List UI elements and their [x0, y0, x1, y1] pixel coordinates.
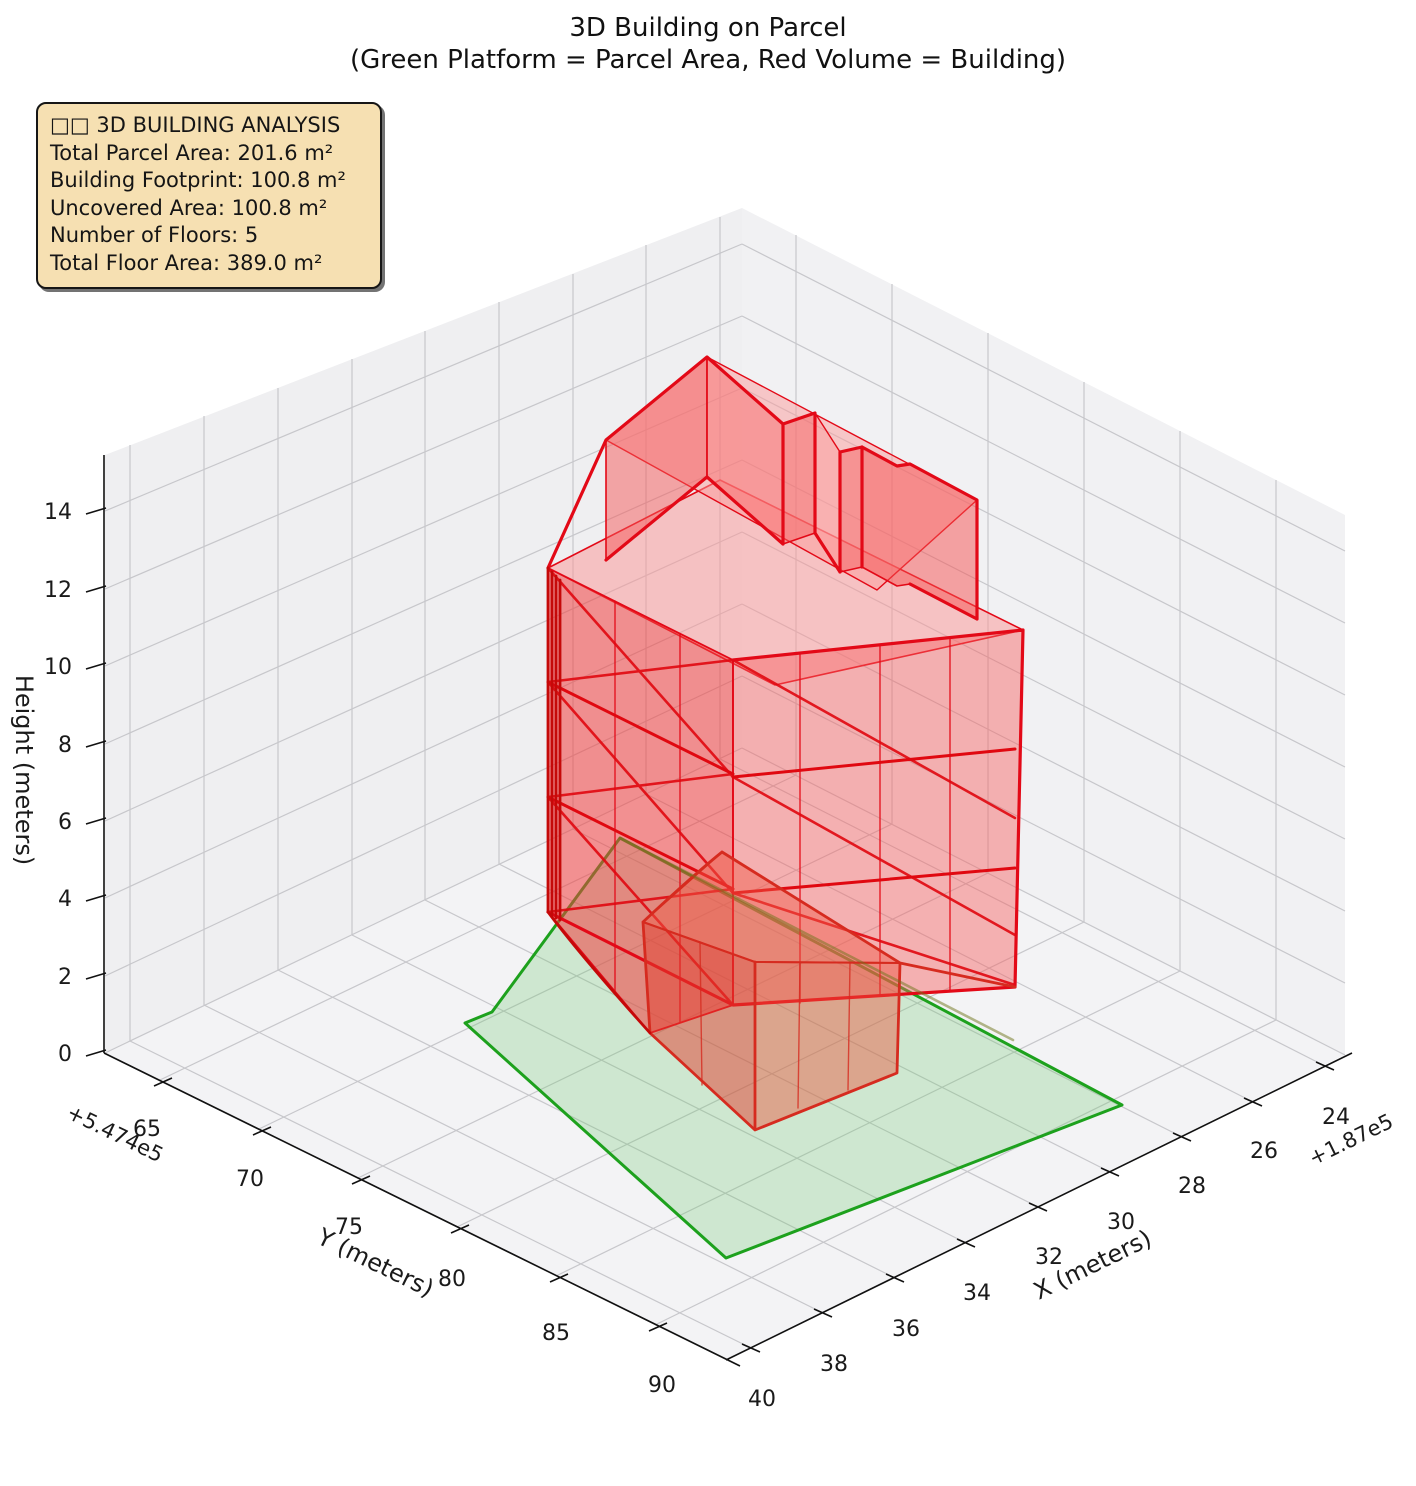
- x-tick-marks: [741, 1061, 1335, 1353]
- x-tick-40: 40: [748, 1387, 776, 1412]
- building-left-edge-cluster: [546, 566, 652, 1035]
- info-building-footprint: Building Footprint: 100.8 m²: [50, 168, 346, 192]
- title-line-1: 3D Building on Parcel: [569, 13, 847, 43]
- x-tick-26: 26: [1250, 1139, 1278, 1164]
- info-number-of-floors: Number of Floors: 5: [50, 223, 259, 247]
- info-box-heading: □□ 3D BUILDING ANALYSIS: [50, 113, 341, 137]
- tick-marks: [85, 507, 1335, 1353]
- z-axis-label: Height (meters): [10, 675, 38, 865]
- z-tick-labels: 0 2 4 6 8 10 12 14: [44, 500, 72, 1067]
- pane-right: [742, 208, 1345, 1055]
- z-tick-8: 8: [58, 733, 72, 758]
- y-tick-70: 70: [236, 1167, 264, 1192]
- grid-right-pane-horizontal: [741, 243, 1346, 1056]
- building-tier-tab: [782, 412, 816, 545]
- title-line-2: (Green Platform = Parcel Area, Red Volum…: [349, 45, 1067, 75]
- y-tick-65: 65: [133, 1117, 161, 1142]
- y-axis-spine: [103, 1052, 741, 1367]
- x-tick-38: 38: [820, 1352, 848, 1377]
- pane-left: [105, 208, 742, 1053]
- z-tick-marks: [85, 507, 107, 1057]
- y-tick-marks: [153, 1077, 668, 1332]
- building-tier-tower: [839, 446, 863, 573]
- x-tick-28: 28: [1178, 1174, 1206, 1199]
- z-tick-14: 14: [44, 500, 72, 525]
- info-total-floor-area: Total Floor Area: 389.0 m²: [50, 250, 323, 275]
- y-tick-80: 80: [438, 1267, 466, 1292]
- building-window-lines: [614, 600, 951, 1023]
- analysis-info-box: □□ 3D BUILDING ANALYSIS Total Parcel Are…: [36, 102, 382, 289]
- x-tick-36: 36: [892, 1317, 920, 1342]
- y-tick-labels: 65 70 75 80 85 90: [133, 1117, 676, 1398]
- building-floor-lines: [546, 680, 1017, 895]
- x-tick-30: 30: [1107, 1210, 1135, 1235]
- grid-left-pane-horizontal: [104, 243, 743, 1054]
- x-axis-spine: [725, 1052, 1353, 1361]
- building-annex-bold-edges: [641, 850, 1017, 1132]
- y-axis-label: Y (meters): [312, 1222, 438, 1303]
- building-annex-window-lines: [699, 941, 851, 1109]
- info-uncovered-area: Uncovered Area: 100.8 m²: [50, 195, 328, 220]
- z-tick-12: 12: [44, 578, 72, 603]
- z-tick-10: 10: [44, 655, 72, 680]
- z-tick-4: 4: [58, 887, 72, 912]
- z-tick-6: 6: [58, 810, 72, 835]
- parcel-edge-through-building: [618, 836, 1015, 1042]
- info-total-parcel-area: Total Parcel Area: 201.6 m²: [50, 140, 334, 165]
- z-tick-2: 2: [58, 965, 72, 990]
- figure-title: 3D Building on Parcel (Green Platform = …: [0, 12, 1416, 76]
- x-tick-labels: 40 38 36 34 32 30 28 26 24: [748, 1105, 1350, 1412]
- x-tick-24: 24: [1322, 1105, 1350, 1130]
- building-slab-diagonals: [546, 566, 1017, 1007]
- building-volume: [546, 355, 1025, 1132]
- y-tick-75: 75: [335, 1215, 363, 1240]
- x-tick-34: 34: [963, 1281, 991, 1306]
- y-tick-90: 90: [648, 1373, 676, 1398]
- y-tick-85: 85: [542, 1321, 570, 1346]
- x-tick-32: 32: [1035, 1245, 1063, 1270]
- z-tick-0: 0: [58, 1042, 72, 1067]
- building-bold-edges-top: [546, 355, 979, 621]
- x-axis-offset: +1.87e5: [1305, 1109, 1397, 1170]
- axis-spines: [103, 455, 1353, 1367]
